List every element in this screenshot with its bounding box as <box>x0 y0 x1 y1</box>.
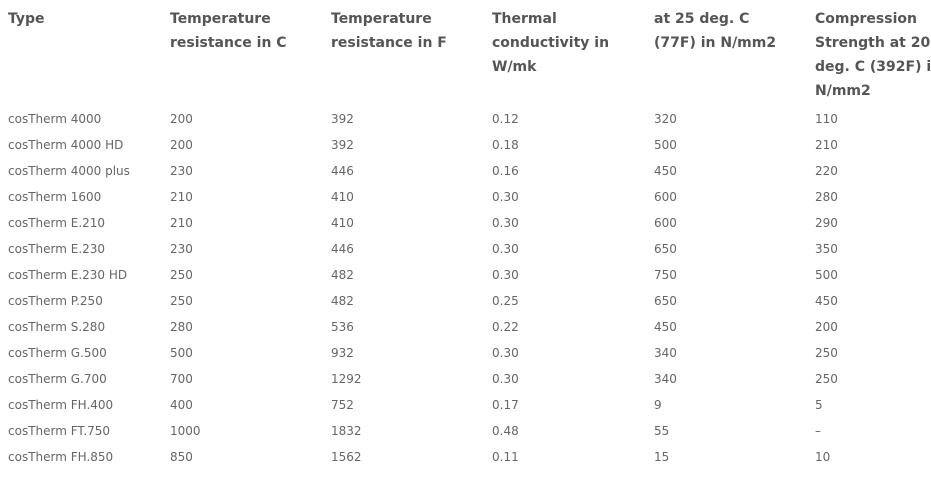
table-cell: cosTherm FH.400 <box>8 398 114 412</box>
table-cell: 1292 <box>331 372 362 386</box>
table-cell: 0.30 <box>492 216 519 230</box>
table-cell: 230 <box>170 164 193 178</box>
table-cell: 0.30 <box>492 242 519 256</box>
table-cell: 500 <box>170 346 193 360</box>
table-cell: 410 <box>331 216 354 230</box>
table-cell: 450 <box>815 294 838 308</box>
table-cell: cosTherm P.250 <box>8 294 103 308</box>
table-cell: 0.17 <box>492 398 519 412</box>
table-cell: 410 <box>331 190 354 204</box>
table-cell: 55 <box>654 424 670 438</box>
table-cell: 392 <box>331 112 354 126</box>
table-cell: 250 <box>170 294 193 308</box>
table-cell: 110 <box>815 112 838 126</box>
table-cell: 932 <box>331 346 354 360</box>
table-cell: 850 <box>170 450 193 464</box>
table-cell: 280 <box>815 190 838 204</box>
table-cell: 250 <box>170 268 193 282</box>
table-cell: 752 <box>331 398 354 412</box>
table-cell: 450 <box>654 164 677 178</box>
table-cell: 482 <box>331 294 354 308</box>
table-cell: cosTherm FH.850 <box>8 450 114 464</box>
table-cell: 200 <box>170 112 193 126</box>
table-cell: 446 <box>331 242 354 256</box>
table-cell: 350 <box>815 242 838 256</box>
table-cell: 230 <box>170 242 193 256</box>
table-cell: 482 <box>331 268 354 282</box>
table-cell: cosTherm E.230 HD <box>8 268 128 282</box>
table-cell: 600 <box>654 216 677 230</box>
table-cell: 0.30 <box>492 372 519 386</box>
column-header: Thermal conductivity in W/mk <box>492 11 610 75</box>
table-cell: 1832 <box>331 424 362 438</box>
table-cell: 500 <box>815 268 838 282</box>
table-cell: 536 <box>331 320 354 334</box>
table-cell: 446 <box>331 164 354 178</box>
table-cell: 340 <box>654 346 677 360</box>
table-cell: 0.18 <box>492 138 519 152</box>
table-cell: 600 <box>654 190 677 204</box>
table-cell: 290 <box>815 216 838 230</box>
column-header: Temperature resistance in F <box>331 11 447 51</box>
table-cell: 250 <box>815 346 838 360</box>
table-cell: 340 <box>654 372 677 386</box>
column-header: Temperature resistance in C <box>170 11 287 51</box>
table-cell: cosTherm 1600 <box>8 190 102 204</box>
table-cell: 500 <box>654 138 677 152</box>
table-cell: cosTherm 4000 HD <box>8 138 124 152</box>
table-cell: cosTherm 4000 plus <box>8 164 130 178</box>
column-header: Compression Strength at 200 deg. C (392F… <box>815 11 931 99</box>
table-cell: 280 <box>170 320 193 334</box>
table-cell: 210 <box>170 190 193 204</box>
table-cell: cosTherm 4000 <box>8 112 102 126</box>
column-header: Type <box>8 11 45 27</box>
table-cell: 320 <box>654 112 677 126</box>
table-cell: cosTherm FT.750 <box>8 424 111 438</box>
table-cell: 400 <box>170 398 193 412</box>
table-cell: 0.30 <box>492 268 519 282</box>
table-cell: 392 <box>331 138 354 152</box>
table-cell: 0.48 <box>492 424 519 438</box>
table-cell: 0.11 <box>492 450 519 464</box>
table-cell: 750 <box>654 268 677 282</box>
table-cell: cosTherm G.700 <box>8 372 107 386</box>
table-cell: 220 <box>815 164 838 178</box>
table-cell: 0.12 <box>492 112 519 126</box>
table-cell: cosTherm G.500 <box>8 346 107 360</box>
table-cell: 1000 <box>170 424 201 438</box>
table-cell: 5 <box>815 398 823 412</box>
table-cell: 0.22 <box>492 320 519 334</box>
table-cell: – <box>815 424 821 438</box>
table-cell: 650 <box>654 242 677 256</box>
table-cell: 450 <box>654 320 677 334</box>
table-cell: 0.30 <box>492 346 519 360</box>
table-cell: 250 <box>815 372 838 386</box>
table-cell: cosTherm E.210 <box>8 216 106 230</box>
table-cell: 1562 <box>331 450 362 464</box>
table-cell: cosTherm E.230 <box>8 242 106 256</box>
table-cell: 0.25 <box>492 294 519 308</box>
table-cell: 0.30 <box>492 190 519 204</box>
table-cell: 15 <box>654 450 670 464</box>
table-cell: 0.16 <box>492 164 519 178</box>
table-cell: 200 <box>815 320 838 334</box>
table-cell: 210 <box>815 138 838 152</box>
table-cell: 9 <box>654 398 662 412</box>
column-header: at 25 deg. C (77F) in N/mm2 <box>654 11 777 51</box>
table-cell: 210 <box>170 216 193 230</box>
table-cell: 650 <box>654 294 677 308</box>
table-cell: 200 <box>170 138 193 152</box>
table-cell: cosTherm S.280 <box>8 320 106 334</box>
table-cell: 700 <box>170 372 193 386</box>
table-cell: 10 <box>815 450 831 464</box>
